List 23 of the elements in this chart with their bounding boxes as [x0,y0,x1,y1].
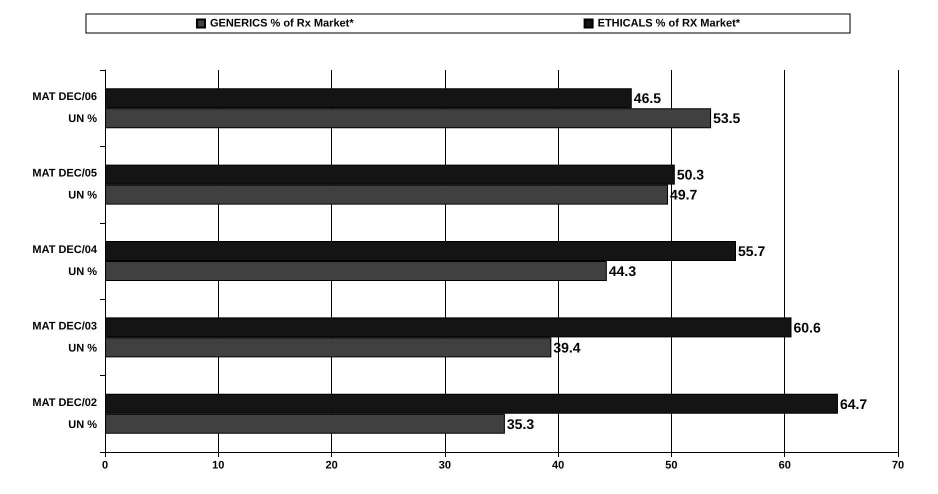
x-tick-label: 10 [212,460,224,472]
legend-label: GENERICS % of Rx Market* [210,18,354,30]
data-label: 50.3 [676,166,704,183]
x-tick-label: 0 [102,460,108,472]
x-tick-label: 60 [778,460,791,472]
y-tick-label: MAT DEC/06 UN % [32,91,98,126]
data-label: 60.6 [794,319,821,336]
y-tick-label: MAT DEC/05 UN % [32,168,98,202]
x-tick-label: 70 [892,460,904,472]
legend-label: ETHICALS % of RX Market* [598,18,741,30]
x-tick-label: 40 [552,460,564,472]
data-label: 44.3 [608,263,636,279]
y-tick-label: MAT DEC/04 UN % [32,244,98,278]
data-label: 55.7 [738,243,766,259]
data-label: 53.5 [713,110,741,126]
data-label: 64.7 [840,396,868,412]
data-label: 35.3 [506,416,534,432]
y-tick-label: MAT DEC/03 UN % [32,320,98,354]
x-tick-label: 50 [665,460,678,472]
x-tick-label: 30 [438,460,451,472]
data-label: 46.5 [634,90,662,106]
x-tick-label: 20 [325,460,338,472]
y-tick-label: MAT DEC/02 UN % [32,396,98,431]
